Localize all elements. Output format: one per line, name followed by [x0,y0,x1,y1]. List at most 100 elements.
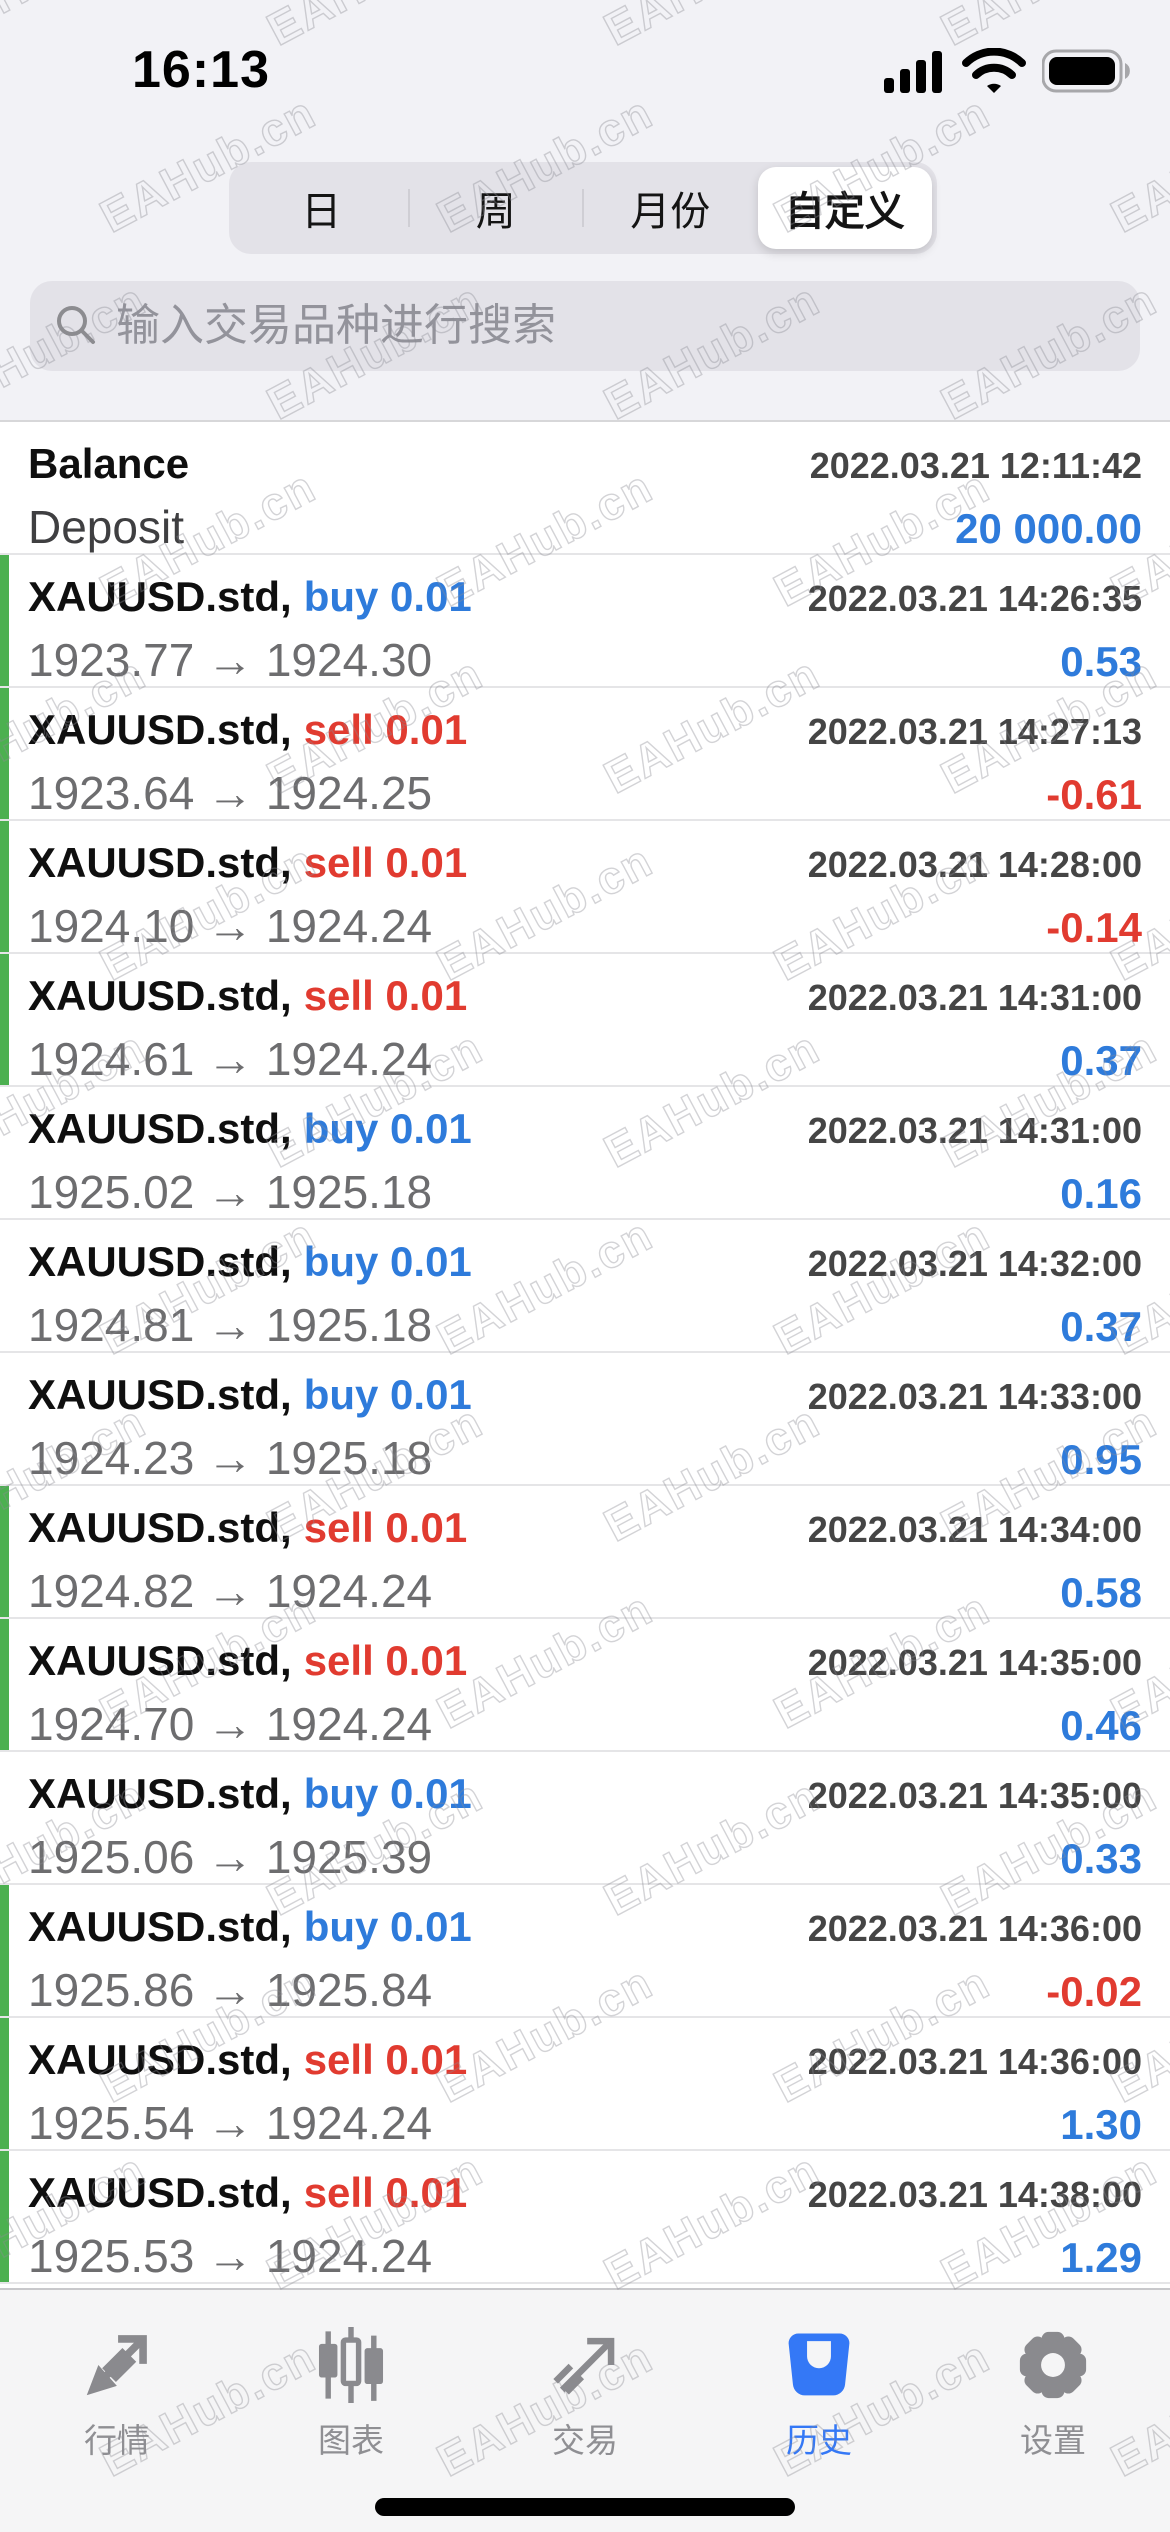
balance-title: Balance [28,440,190,487]
trade-row[interactable]: XAUUSD.std, buy 0.01 2022.03.21 14:36:00 … [0,1885,1170,2018]
bottom-tab-bar: 行情 图表 [0,2288,1170,2532]
trade-datetime: 2022.03.21 14:27:13 [807,711,1142,752]
trade-row[interactable]: XAUUSD.std, sell 0.01 2022.03.21 14:38:00… [0,2151,1170,2284]
tab-trade-label: 交易 [552,2422,618,2459]
trade-datetime: 2022.03.21 14:34:00 [807,1509,1142,1550]
trade-symbol: XAUUSD.std, [28,839,292,886]
trade-row[interactable]: XAUUSD.std, sell 0.01 2022.03.21 14:35:00… [0,1619,1170,1752]
cellular-signal-icon [884,50,946,99]
segment-day[interactable]: 日 [301,190,342,234]
trade-row[interactable]: XAUUSD.std, sell 0.01 2022.03.21 14:27:13… [0,688,1170,821]
trade-profit: -0.02 [1046,1968,1142,2015]
trade-datetime: 2022.03.21 14:32:00 [807,1243,1142,1284]
trade-datetime: 2022.03.21 14:36:00 [807,2041,1142,2082]
trade-side-volume: sell 0.01 [303,972,468,1019]
trade-open-close-prices: 1924.61 → 1924.24 [28,1033,433,1085]
tab-charts[interactable]: 图表 [234,2290,468,2532]
trade-profit: 0.58 [1060,1569,1142,1616]
trade-symbol: XAUUSD.std, [28,1238,292,1285]
trade-symbol: XAUUSD.std, [28,1105,292,1152]
trade-row[interactable]: XAUUSD.std, sell 0.01 2022.03.21 14:34:00… [0,1486,1170,1619]
status-icons [884,47,1132,99]
battery-icon [1041,48,1132,99]
trade-open-close-prices: 1923.77 → 1924.30 [28,634,433,686]
trade-row[interactable]: XAUUSD.std, buy 0.01 2022.03.21 14:31:00 … [0,1087,1170,1220]
history-tray-icon [778,2324,860,2406]
trade-open-close-prices: 1924.10 → 1924.24 [28,900,433,952]
trade-open-close-prices: 1923.64 → 1924.25 [28,767,433,819]
trade-row[interactable]: XAUUSD.std, sell 0.01 2022.03.21 14:36:00… [0,2018,1170,2151]
trade-datetime: 2022.03.21 14:35:00 [807,1642,1142,1683]
trade-datetime: 2022.03.21 14:31:00 [807,1110,1142,1151]
trade-trendline-icon [544,2324,626,2406]
trade-profit: 0.33 [1060,1835,1142,1882]
segment-week[interactable]: 周 [407,167,584,249]
trade-datetime: 2022.03.21 14:36:00 [807,1908,1142,1949]
home-indicator[interactable] [375,2498,795,2516]
trade-side-volume: sell 0.01 [303,2169,468,2216]
trade-datetime: 2022.03.21 14:38:00 [807,2174,1142,2215]
trade-profit: -0.61 [1046,771,1142,818]
trade-symbol: XAUUSD.std, [28,2169,292,2216]
search-icon [54,303,96,350]
history-list: Balance 2022.03.21 12:11:42 Deposit 20 0… [0,422,1170,2532]
trade-row[interactable]: XAUUSD.std, buy 0.01 2022.03.21 14:26:35 … [0,555,1170,688]
trade-datetime: 2022.03.21 14:33:00 [807,1376,1142,1417]
trade-row[interactable]: XAUUSD.std, sell 0.01 2022.03.21 14:31:00… [0,954,1170,1087]
trade-open-close-prices: 1924.81 → 1925.18 [28,1299,433,1351]
wifi-icon [962,47,1026,99]
status-bar: 16:13 [0,0,1170,132]
tab-quotes[interactable]: 行情 [0,2290,234,2532]
trade-side-volume: buy 0.01 [303,1238,472,1285]
trade-open-close-prices: 1925.54 → 1924.24 [28,2097,433,2149]
trade-symbol: XAUUSD.std, [28,972,292,1019]
tab-history[interactable]: 历史 [702,2290,936,2532]
search-input[interactable] [114,300,1116,352]
balance-entry-label: Deposit [28,501,184,553]
trade-symbol: XAUUSD.std, [28,1371,292,1418]
trade-symbol: XAUUSD.std, [28,1903,292,1950]
period-segmented-control: 日 周 月份 自定义 [229,162,937,254]
trade-profit: 0.53 [1060,638,1142,685]
balance-amount: 20 000.00 [955,505,1142,552]
trade-row[interactable]: XAUUSD.std, buy 0.01 2022.03.21 14:32:00 … [0,1220,1170,1353]
trade-side-volume: buy 0.01 [303,1770,472,1817]
segment-custom[interactable]: 自定义 [757,167,932,249]
trade-open-close-prices: 1924.82 → 1924.24 [28,1565,433,1617]
trade-row[interactable]: XAUUSD.std, buy 0.01 2022.03.21 14:33:00 … [0,1353,1170,1486]
trade-open-close-prices: 1925.06 → 1925.39 [28,1831,433,1883]
tab-charts-label: 图表 [318,2422,384,2459]
trade-symbol: XAUUSD.std, [28,573,292,620]
trade-side-volume: sell 0.01 [303,1504,468,1551]
trade-side-volume: buy 0.01 [303,1371,472,1418]
tab-quotes-label: 行情 [84,2422,150,2459]
quotes-trend-arrows-icon [76,2324,158,2406]
trade-side-volume: buy 0.01 [303,1903,472,1950]
trade-open-close-prices: 1924.23 → 1925.18 [28,1432,433,1484]
trade-profit: 1.30 [1060,2101,1142,2148]
trade-row[interactable]: XAUUSD.std, sell 0.01 2022.03.21 14:28:00… [0,821,1170,954]
trade-side-volume: buy 0.01 [303,573,472,620]
trade-profit: 0.95 [1060,1436,1142,1483]
trade-rows: XAUUSD.std, buy 0.01 2022.03.21 14:26:35 … [0,555,1170,2284]
trade-datetime: 2022.03.21 14:26:35 [807,578,1142,619]
candlestick-chart-icon [310,2324,392,2406]
trade-side-volume: sell 0.01 [303,839,468,886]
balance-row[interactable]: Balance 2022.03.21 12:11:42 Deposit 20 0… [0,422,1170,555]
trade-profit: 0.37 [1060,1303,1142,1350]
search-bar [30,281,1140,371]
trade-row[interactable]: XAUUSD.std, buy 0.01 2022.03.21 14:35:00 … [0,1752,1170,1885]
tab-trade[interactable]: 交易 [468,2290,702,2532]
segment-month[interactable]: 月份 [582,167,758,249]
tab-settings[interactable]: 设置 [936,2290,1170,2532]
trade-symbol: XAUUSD.std, [28,1504,292,1551]
trade-symbol: XAUUSD.std, [28,2036,292,2083]
trade-symbol: XAUUSD.std, [28,1637,292,1684]
balance-datetime: 2022.03.21 12:11:42 [809,445,1142,486]
trade-profit: 0.46 [1060,1702,1142,1749]
trade-side-volume: sell 0.01 [303,2036,468,2083]
trade-profit: 0.16 [1060,1170,1142,1217]
trade-side-volume: sell 0.01 [303,1637,468,1684]
trade-datetime: 2022.03.21 14:31:00 [807,977,1142,1018]
